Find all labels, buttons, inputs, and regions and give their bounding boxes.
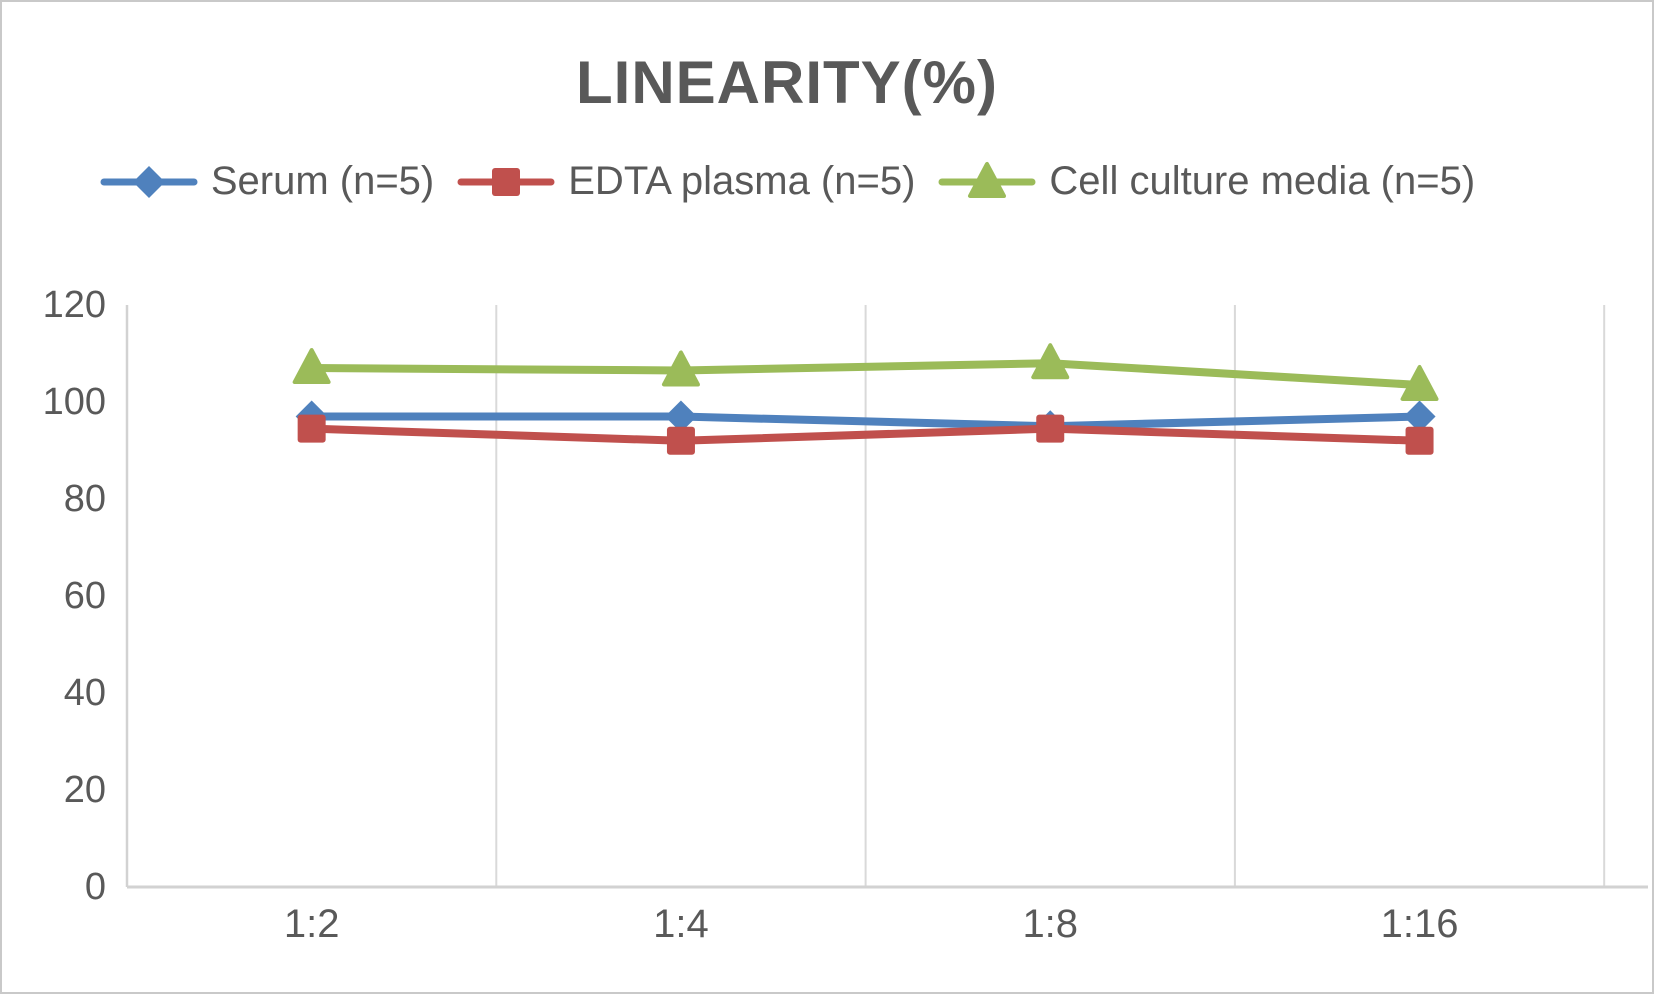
legend-item-serum-n-5: Serum (n=5) xyxy=(99,159,434,204)
legend-label-serum-n-5: Serum (n=5) xyxy=(210,159,435,203)
x-category-label: 1:16 xyxy=(1381,902,1459,946)
line-chart-plot-area: 0 20 40 60 80 100 120 1:2 1:4 1:8 1:16 xyxy=(43,284,1648,946)
series-cell-culture-media-n-5-triangle-marker xyxy=(1400,365,1439,402)
x-category-label: 1:2 xyxy=(284,902,340,946)
legend-triangle-glyph xyxy=(968,161,1007,198)
series-edta-plasma-n-5-square-marker xyxy=(1036,414,1065,443)
x-category-label: 1:8 xyxy=(1022,902,1078,946)
series-edta-plasma-n-5-square-marker xyxy=(297,414,326,443)
series-edta-plasma-n-5-square-marker xyxy=(1405,426,1434,455)
series-cell-culture-media-n-5-line xyxy=(307,359,1424,390)
y-tick-label: 100 xyxy=(43,381,106,423)
series-edta-plasma-n-5 xyxy=(297,414,1434,455)
legend-item-edta-plasma-n-5: EDTA plasma (n=5) xyxy=(456,159,915,204)
y-tick-label: 20 xyxy=(64,769,106,811)
y-tick-label: 60 xyxy=(64,575,106,617)
legend: Serum (n=5) EDTA plasma (n=5) Cell culture… xyxy=(2,159,1572,204)
chart-title: LINEARITY(%) xyxy=(576,49,998,116)
legend-item-cell-culture-media-n-5: Cell culture media (n=5) xyxy=(937,159,1475,204)
series-cell-culture-media-n-5-triangle-marker xyxy=(292,348,331,385)
series-edta-plasma-n-5-line xyxy=(307,424,1424,445)
x-category-label: 1:4 xyxy=(653,902,709,946)
series-cell-culture-media-n-5 xyxy=(292,343,1439,402)
triangle-marker-icon xyxy=(938,161,1036,198)
series-cell-culture-media-n-5-triangle-marker xyxy=(661,350,700,387)
y-tick-label: 0 xyxy=(85,866,106,908)
series-serum-n-5-diamond-marker xyxy=(664,400,697,433)
series-serum-n-5-diamond-marker xyxy=(1403,400,1436,433)
series-serum-n-5-line xyxy=(307,412,1424,431)
y-axis-tick-labels: 0 20 40 60 80 100 120 xyxy=(43,284,106,908)
y-tick-label: 120 xyxy=(43,284,106,326)
series-edta-plasma-n-5-square-marker xyxy=(666,426,695,455)
legend-square-glyph xyxy=(492,167,521,196)
series-cell-culture-media-n-5-triangle-marker xyxy=(1031,343,1070,380)
legend-label-edta-plasma-n-5: EDTA plasma (n=5) xyxy=(568,159,916,203)
x-axis-category-labels: 1:2 1:4 1:8 1:16 xyxy=(284,902,1459,946)
diamond-marker-icon xyxy=(100,165,198,198)
legend-diamond-glyph xyxy=(132,165,165,198)
y-tick-label: 40 xyxy=(64,672,106,714)
square-marker-icon xyxy=(457,167,555,196)
legend-label-cell-culture-media-n-5: Cell culture media (n=5) xyxy=(1049,159,1476,203)
y-tick-label: 80 xyxy=(64,478,106,520)
